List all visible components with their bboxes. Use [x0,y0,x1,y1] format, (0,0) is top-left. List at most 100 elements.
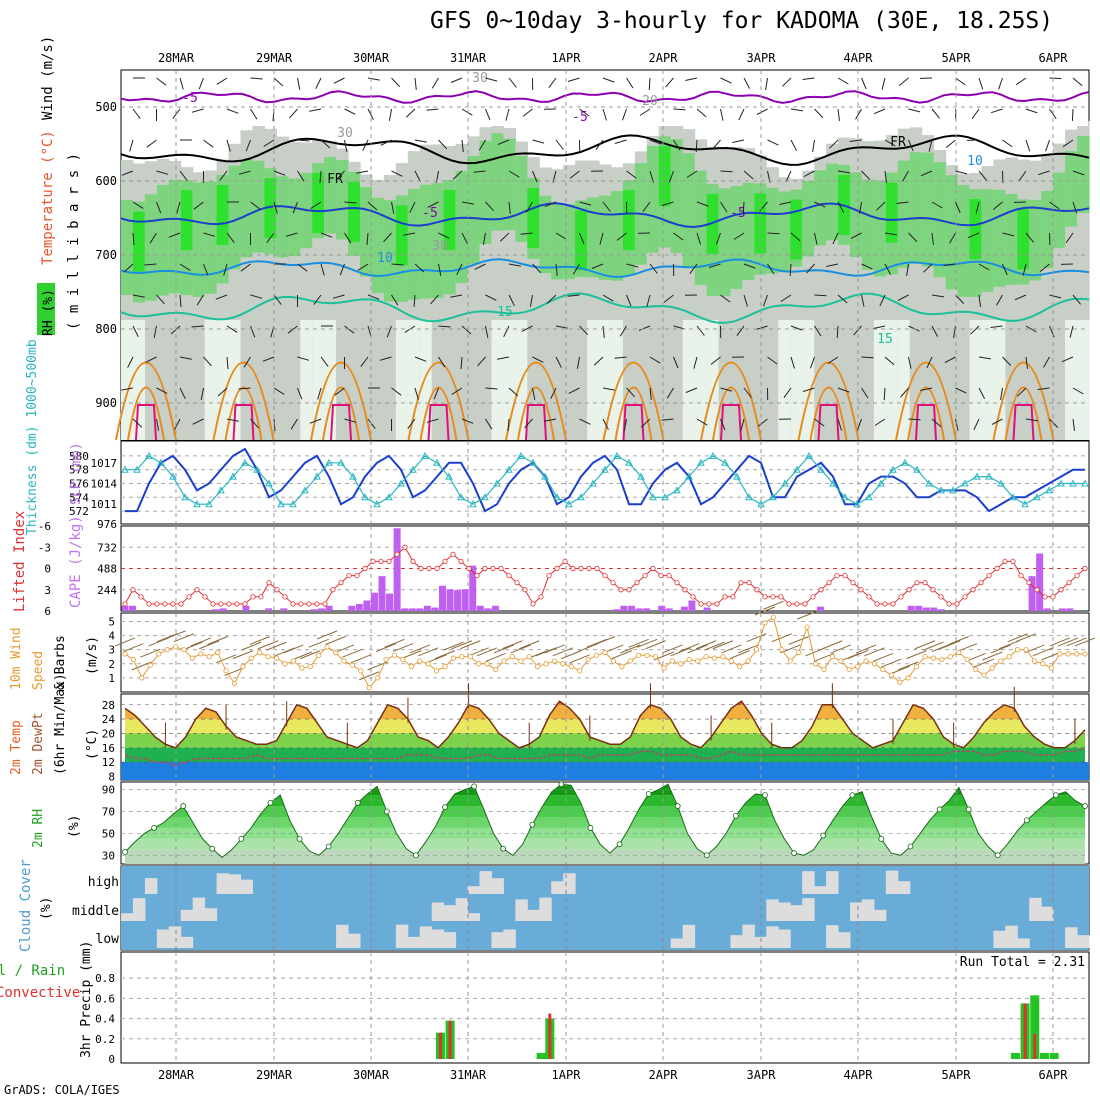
wind-barb-10m [426,654,447,664]
wind-barb [649,387,652,400]
cloud-gap-low [1065,927,1078,948]
wind-barb [414,387,419,400]
lifted-index-marker [146,601,152,607]
rh-marker [616,841,623,848]
wind-barb [485,294,497,301]
precip-total-bar [536,1052,546,1059]
wind-barb-10m [788,636,809,645]
cape-bar [937,609,945,611]
contour-label: 30 [432,239,448,254]
axis-label-wind: Wind (m/s) [40,36,56,120]
wind-barb [693,356,698,369]
cloud-gap-middle [180,909,194,921]
thickness-marker [829,479,837,487]
wind-barb [802,387,815,392]
wind-barb [532,263,542,274]
thickness-marker [529,458,537,466]
wind-speed-marker [686,656,692,663]
wind-barb [223,263,228,276]
rh-marker [587,825,594,831]
cloud-gap-high [897,881,911,894]
wind-barb [949,232,956,244]
rh-band-bright [527,187,540,248]
wind-barb-10m [881,658,902,668]
wind-barb [579,418,591,425]
lifted-index-marker [674,580,680,586]
wind-barb [297,356,310,361]
wind-barb [461,201,474,205]
cape-bar [318,608,326,611]
thickness-marker [1021,500,1029,508]
lifted-index-marker [338,580,344,586]
wind-speed-marker [560,661,566,667]
rh-marker [878,835,885,842]
wind-barb [567,294,580,297]
date-tick-bottom: 4APR [844,1068,874,1082]
cape-bar [627,605,635,611]
rh-band-light [204,320,218,440]
wind-barb [837,387,850,393]
rh-band-light [778,320,791,440]
rh-band-green [276,176,289,258]
precip-conv-bar [438,1032,442,1059]
lifted-index-marker [546,572,552,579]
wind-barb [273,294,282,305]
rh-band-green [599,195,612,280]
wind-barb [344,108,356,115]
lifted-index-marker [514,580,520,586]
wind-barb [861,356,874,359]
wind-speed-marker [181,647,187,653]
wind-barb-10m [140,648,161,658]
rh-band-green [431,183,445,299]
wind-barb [803,170,815,178]
wind-barb-10m [409,644,430,654]
temp-contour-30 [915,404,937,441]
wind-barb [319,170,322,184]
contour-label: 15 [497,305,513,320]
thickness-marker [469,500,477,508]
wind-barb [593,356,604,366]
rh-band-light [694,320,708,440]
wind-barb [743,263,756,269]
thickness-marker [697,458,705,466]
wind-speed-marker [871,661,878,667]
cape-bar [129,605,137,611]
lifted-index-marker [258,594,264,600]
cloud-gap-low [993,930,1006,948]
wind-barb [569,170,580,179]
wind-barb [245,139,251,152]
wind-barb [461,418,474,424]
wind-barb [203,356,212,367]
wind-barb [837,294,848,304]
lifted-index-marker [186,594,192,600]
lifted-index-marker [370,558,376,565]
wind-barb-10m [451,640,473,650]
rh-band-light [132,320,146,440]
wind-barb [529,294,533,307]
wind-barb-10m [552,647,574,657]
lifted-index-marker [746,580,752,586]
wind-barb [193,201,204,210]
precip-conv-bar [1023,1003,1027,1059]
slp-tick: 1017 [91,457,118,470]
wind-barb [785,170,792,183]
wind-speed-marker [568,664,574,670]
cloud-gap-middle [192,897,206,921]
wind-speed-marker [391,652,398,658]
thickness-tick: 578 [69,464,89,477]
wind-barb [850,232,862,240]
lifted-index-marker [330,587,336,593]
wind-barb [616,232,627,241]
lifted-index-marker [986,572,992,579]
wind-barb [156,418,160,431]
wind-barb [132,232,135,246]
wind-barb [733,232,745,240]
wind-barb [427,201,439,208]
rh-band-green [826,163,839,241]
wind-barb [602,108,607,121]
cloud-gap-middle [443,905,457,921]
lifted-index-marker [954,601,960,607]
wind-speed-marker [526,654,532,660]
axis-label-temperature: Temperature (°C) [40,130,56,265]
cloud-gap-high [144,878,158,894]
